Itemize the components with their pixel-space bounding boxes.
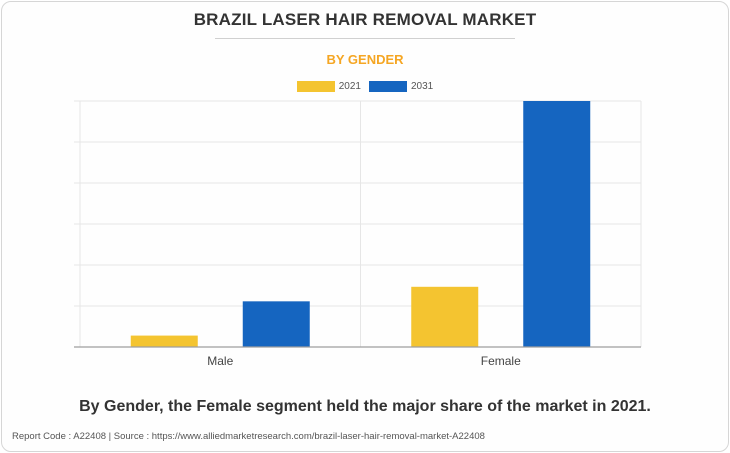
legend-item-2021: 2021 [296,81,361,92]
legend-label-2021: 2021 [338,81,361,92]
legend-swatch-2031 [369,81,407,92]
x-tick-label-female: Female [481,354,521,368]
chart-subtitle: BY GENDER [326,52,404,67]
chart-title: BRAZIL LASER HAIR REMOVAL MARKET [193,10,537,29]
legend-swatch-2021 [296,81,335,92]
legend-label-2031: 2031 [411,81,434,92]
bar-2031-male [242,301,310,347]
bar-2021-female [411,286,479,347]
legend-item-2031: 2031 [369,81,433,92]
bar-2031-female [523,101,591,347]
chart-caption: By Gender, the Female segment held the m… [79,398,651,415]
x-tick-label-male: Male [207,354,233,368]
report-source-footer: Report Code : A22408 | Source : https://… [12,431,485,442]
bar-2021-male [130,335,198,347]
title-divider [215,38,515,39]
chart-legend: 2021 2031 [0,81,730,92]
